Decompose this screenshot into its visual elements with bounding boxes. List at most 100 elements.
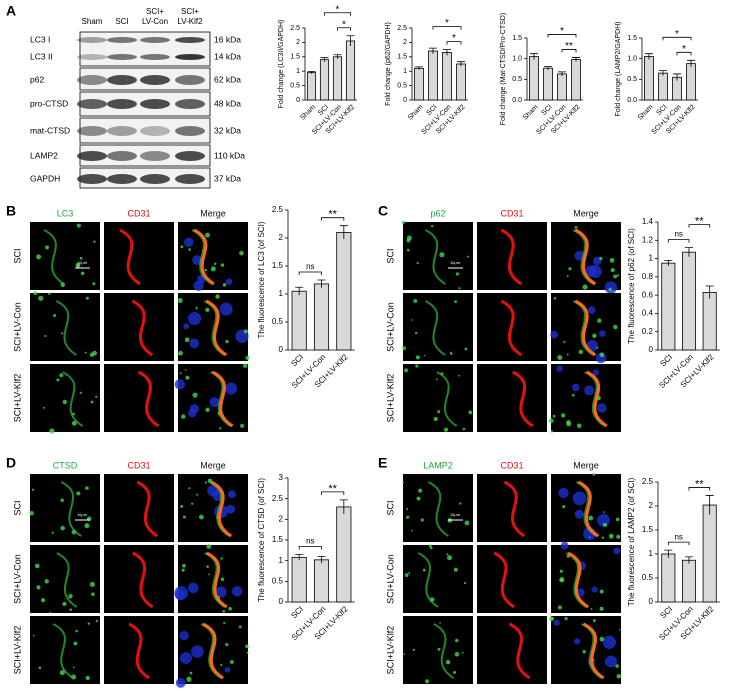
bar: [661, 553, 676, 603]
green-signal: [571, 393, 575, 397]
micrograph-row-label: SCI+LV-Con: [12, 302, 22, 352]
panel-label: A: [6, 3, 16, 19]
blot-row-label: LAMP2: [30, 150, 58, 160]
significance-label: ns: [306, 537, 314, 546]
micrograph-row-label: SCI+LV-Klf2: [385, 626, 395, 675]
green-signal: [454, 300, 457, 304]
blot-size-label: 32 kDa: [214, 125, 241, 135]
green-signal: [204, 481, 207, 484]
y-tick-label: 1.0: [512, 56, 522, 63]
green-signal: [415, 364, 419, 368]
blot-band: [77, 99, 107, 109]
significance-bracket: [561, 49, 577, 53]
significance-bracket: [688, 224, 711, 228]
nucleus: [231, 585, 243, 597]
blot-row-label: LC3 I: [30, 34, 50, 44]
bar: [442, 52, 452, 101]
green-signal: [454, 651, 460, 657]
panel-label: E: [378, 455, 387, 471]
green-signal: [599, 352, 605, 358]
green-signal: [205, 307, 210, 312]
green-signal: [433, 416, 438, 422]
green-signal: [239, 250, 244, 256]
micrograph-column-label: CD31: [500, 460, 523, 470]
x-tick-label: Sham: [299, 104, 317, 122]
green-signal: [188, 248, 191, 251]
blot-size-label: 62 kDa: [214, 74, 241, 84]
bar: [681, 559, 697, 603]
green-signal: [446, 553, 449, 556]
y-tick-label: 1.4: [642, 217, 654, 226]
green-signal: [180, 504, 184, 508]
nucleus: [224, 666, 231, 673]
green-signal: [48, 292, 51, 295]
blot-band: [107, 174, 137, 184]
panel-label: D: [6, 455, 16, 471]
green-signal: [462, 427, 466, 431]
green-signal: [53, 313, 57, 317]
green-signal: [69, 608, 73, 612]
error-bar: [687, 59, 695, 67]
green-signal: [592, 619, 596, 623]
red-vessel: [137, 370, 160, 428]
micrograph-row-label: SCI+LV-Klf2: [385, 374, 395, 423]
y-tick-label: 1: [649, 254, 654, 263]
green-signal: [79, 256, 83, 260]
y-tick-label: 0: [649, 345, 654, 354]
y-tick-label: 1.5: [512, 35, 522, 42]
y-tick-label: 2.5: [272, 494, 284, 503]
green-signal: [76, 263, 81, 268]
significance-bracket: [446, 41, 462, 45]
nucleus: [574, 638, 581, 645]
red-vessel: [582, 622, 605, 680]
significance-label: **: [565, 41, 573, 52]
significance-label: **: [695, 478, 704, 490]
green-signal: [415, 355, 420, 360]
blot-size-label: 48 kDa: [214, 98, 241, 108]
green-signal: [549, 616, 555, 621]
nucleus: [224, 382, 238, 395]
green-signal: [44, 579, 49, 584]
green-signal: [210, 266, 216, 272]
green-signal: [461, 651, 464, 654]
y-tick-label: 1: [403, 68, 407, 75]
bar: [291, 290, 307, 351]
y-tick-label: 0.6: [642, 290, 654, 299]
nucleus: [574, 509, 584, 519]
green-signal: [566, 353, 569, 356]
red-vessel: [119, 228, 141, 286]
green-signal: [228, 606, 232, 611]
y-tick-label: 0.5: [627, 76, 637, 83]
bar: [661, 262, 676, 351]
nucleus: [558, 487, 569, 499]
micrograph: [104, 364, 174, 432]
significance-bracket: [547, 34, 577, 38]
green-signal: [182, 515, 186, 519]
green-signal: [38, 295, 44, 301]
green-signal: [184, 368, 187, 371]
green-signal: [458, 374, 461, 377]
green-signal: [453, 567, 458, 572]
green-signal: [404, 368, 409, 373]
blot-band: [175, 37, 205, 43]
green-signal: [408, 572, 411, 574]
micrograph: [551, 364, 621, 432]
nucleus: [588, 265, 602, 279]
green-signal: [76, 491, 81, 496]
green-signal: [246, 651, 249, 654]
green-signal: [599, 636, 605, 642]
significance-label: ns: [674, 230, 682, 239]
green-signal: [406, 235, 412, 241]
significance-bracket: [432, 26, 462, 30]
green-signal: [59, 373, 64, 378]
green-signal: [95, 395, 98, 398]
y-axis-label: Fold change (LC3II/GAPDH): [278, 20, 285, 109]
error-bar: [339, 225, 348, 240]
red-vessel: [567, 551, 590, 609]
green-signal: [245, 355, 250, 361]
nucleus: [179, 630, 189, 641]
green-signal: [76, 223, 81, 228]
y-tick-label: 0.5: [290, 82, 300, 89]
green-signal: [404, 573, 409, 577]
significance-label: *: [445, 18, 449, 29]
